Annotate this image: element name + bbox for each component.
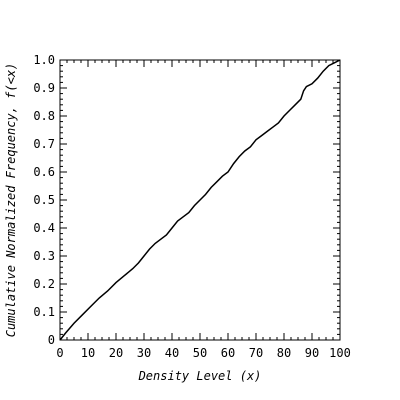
y-tick-label: 0.3 — [33, 249, 55, 263]
y-tick-label: 0.7 — [33, 137, 55, 151]
x-tick-label: 30 — [137, 346, 151, 360]
y-axis-title: Cumulative Normalized Frequency, f(<x) — [4, 63, 18, 338]
series-line — [59, 59, 341, 341]
tick-labels: 0 10 20 30 40 50 60 70 80 90 100 0 0.1 0.2 0.3 0.4 0.5 0.… — [33, 53, 351, 360]
x-tick-label: 60 — [221, 346, 235, 360]
x-tick-label: 80 — [277, 346, 291, 360]
x-tick-label: 10 — [81, 346, 95, 360]
y-tick-label: 0.5 — [33, 193, 55, 207]
y-tick-label: 0.4 — [33, 221, 55, 235]
x-tick-label: 0 — [56, 346, 63, 360]
y-tick-label: 0 — [48, 333, 55, 347]
x-tick-label: 90 — [305, 346, 319, 360]
x-tick-label: 70 — [249, 346, 263, 360]
x-tick-label: 40 — [165, 346, 179, 360]
x-tick-label: 100 — [329, 346, 351, 360]
y-tick-label: 0.1 — [33, 305, 55, 319]
y-tick-label: 0.9 — [33, 81, 55, 95]
x-tick-label: 20 — [109, 346, 123, 360]
x-axis-title: Density Level (x) — [138, 369, 262, 383]
y-tick-label: 1.0 — [33, 53, 55, 67]
y-tick-label: 0.6 — [33, 165, 55, 179]
tick-marks — [59, 59, 341, 341]
x-tick-label: 50 — [193, 346, 207, 360]
y-tick-label: 0.8 — [33, 109, 55, 123]
y-tick-label: 0.2 — [33, 277, 55, 291]
